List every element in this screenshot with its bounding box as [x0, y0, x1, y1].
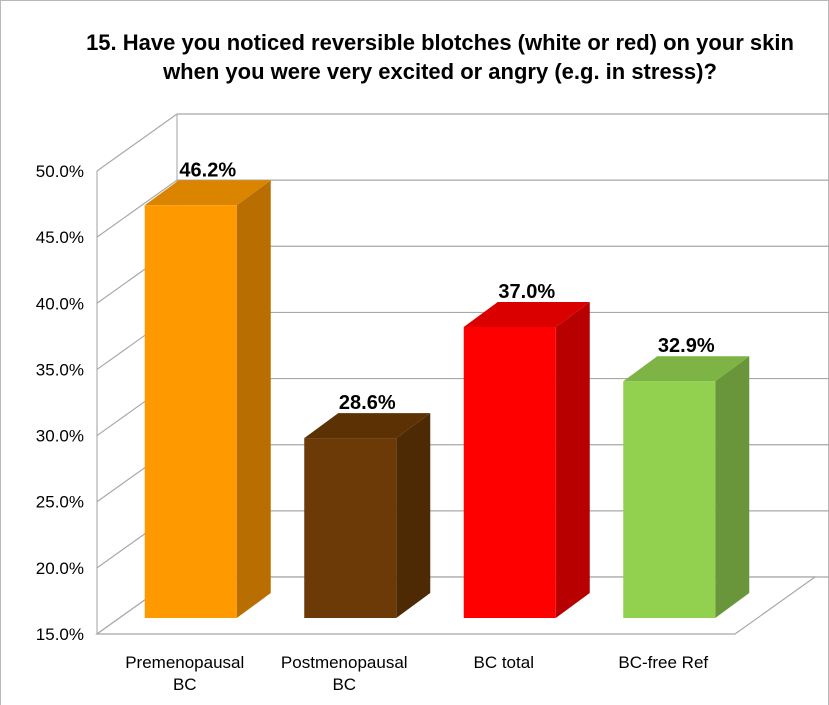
bar: [144, 180, 271, 619]
bar-side: [715, 356, 750, 618]
bar-side: [396, 413, 431, 618]
x-tick-label: Premenopausal: [125, 653, 244, 672]
y-tick-label: 25.0%: [36, 493, 84, 512]
y-axis: 15.0% 20.0% 25.0% 30.0% 35.0% 40.0% 45.0% 50.0%: [36, 162, 84, 644]
y-tick-label: 30.0%: [36, 427, 84, 446]
y-tick-label: 50.0%: [36, 162, 84, 181]
y-tick-label: 40.0%: [36, 294, 84, 313]
bar-front: [623, 381, 716, 618]
chart-title: 15. Have you noticed reversible blotches…: [86, 30, 794, 84]
bar: [304, 413, 431, 618]
bar-front: [304, 438, 397, 618]
bars: [144, 180, 750, 619]
x-tick-label: BC-free Ref: [618, 653, 708, 672]
x-tick-label: BC total: [474, 653, 534, 672]
y-tick-label: 15.0%: [36, 625, 84, 644]
bar-front: [144, 205, 237, 619]
bar-top: [623, 356, 750, 382]
bar-side: [555, 301, 590, 618]
data-label: 32.9%: [658, 335, 715, 357]
x-tick-label: BC: [173, 675, 197, 694]
y-tick-label: 20.0%: [36, 559, 84, 578]
bar: [623, 356, 750, 618]
gridline-diagonal: [96, 113, 178, 172]
y-tick-label: 45.0%: [36, 228, 84, 247]
data-label: 28.6%: [339, 392, 396, 414]
data-label: 37.0%: [498, 281, 555, 303]
bar-front: [463, 326, 556, 618]
gridline-diagonal: [96, 179, 178, 238]
x-axis: Premenopausal BC Postmenopausal BC BC total B…: [125, 653, 708, 694]
y-tick-label: 35.0%: [36, 360, 84, 379]
data-label: 46.2%: [179, 159, 236, 181]
bar: [463, 301, 590, 618]
x-tick-label: BC: [332, 675, 356, 694]
x-tick-label: Postmenopausal: [281, 653, 408, 672]
bar-side: [236, 180, 271, 619]
bar-top: [304, 413, 431, 439]
data-labels: 46.2% 28.6% 37.0% 32.9%: [179, 159, 714, 414]
bar-top: [463, 301, 590, 327]
bar-top: [144, 180, 271, 206]
